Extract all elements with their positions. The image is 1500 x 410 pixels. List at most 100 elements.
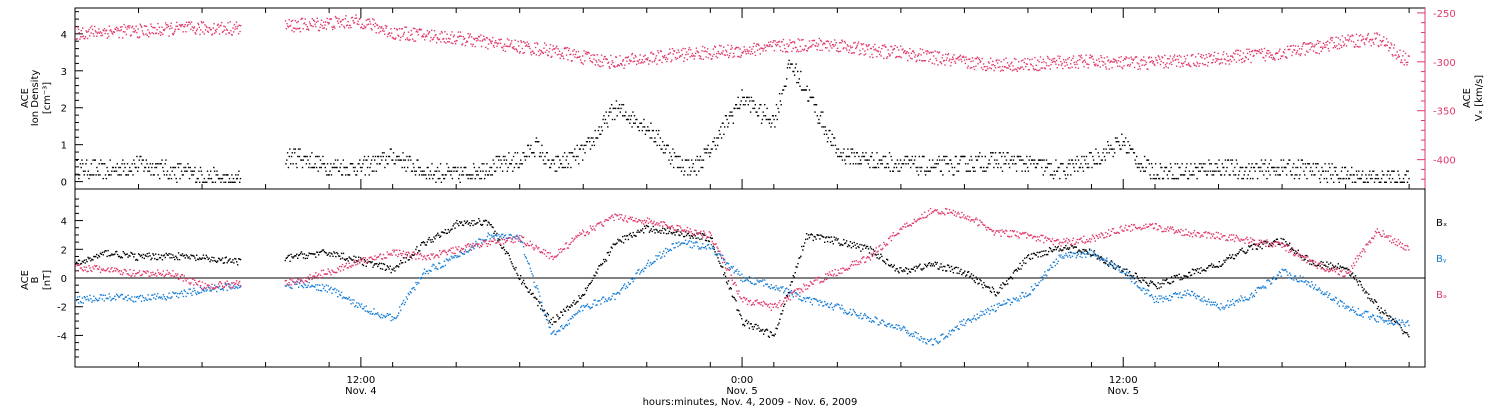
density-point bbox=[574, 159, 577, 161]
density-point bbox=[1248, 163, 1250, 165]
density-point bbox=[915, 166, 917, 169]
density-point bbox=[1160, 166, 1162, 169]
vx-point bbox=[310, 25, 313, 27]
bx-point bbox=[646, 225, 649, 227]
vx-point bbox=[1343, 45, 1345, 47]
density-point bbox=[565, 159, 567, 161]
bx-point bbox=[914, 270, 916, 272]
density-point bbox=[1395, 181, 1398, 183]
density-point bbox=[593, 144, 596, 147]
vx-point bbox=[1162, 62, 1165, 64]
vx-point bbox=[398, 28, 401, 30]
vx-point bbox=[556, 45, 558, 48]
vx-point bbox=[325, 28, 328, 30]
density-point bbox=[607, 126, 609, 128]
density-point bbox=[1148, 163, 1150, 165]
vx-point bbox=[1252, 55, 1254, 57]
vx-point bbox=[1142, 59, 1144, 62]
bx-point bbox=[397, 265, 399, 267]
vx-point bbox=[848, 49, 851, 51]
density-point bbox=[858, 155, 860, 158]
density-point bbox=[505, 159, 508, 161]
bx-point bbox=[961, 273, 963, 276]
vx-point bbox=[1064, 65, 1066, 67]
density-point bbox=[859, 163, 861, 165]
vx-point bbox=[1204, 58, 1206, 60]
bx-point bbox=[443, 232, 446, 234]
density-point bbox=[163, 174, 166, 176]
bx-point bbox=[1059, 248, 1061, 250]
bx-point bbox=[1166, 278, 1168, 280]
by-point bbox=[103, 300, 105, 302]
density-point bbox=[1077, 159, 1080, 161]
vx-point bbox=[1392, 55, 1394, 57]
bx-point bbox=[917, 266, 919, 268]
density-point bbox=[1389, 174, 1391, 176]
top-left-axis-title-line2: Ion Density bbox=[30, 70, 41, 127]
density-point bbox=[997, 163, 1000, 165]
density-point bbox=[1337, 177, 1340, 180]
vx-point bbox=[921, 60, 923, 62]
bx-point bbox=[203, 257, 205, 259]
density-point bbox=[651, 129, 654, 132]
vx-point bbox=[1242, 52, 1245, 54]
bx-point bbox=[345, 258, 347, 260]
bx-point bbox=[1181, 278, 1183, 281]
density-point bbox=[438, 170, 440, 172]
density-point bbox=[991, 152, 993, 154]
density-point bbox=[1265, 170, 1267, 172]
bx-point bbox=[558, 318, 560, 320]
density-point bbox=[371, 170, 373, 172]
vx-point bbox=[191, 26, 193, 28]
bx-point bbox=[822, 236, 824, 238]
vx-point bbox=[1290, 45, 1292, 47]
density-point bbox=[740, 100, 742, 102]
vx-point bbox=[657, 50, 659, 52]
vx-point bbox=[1294, 49, 1296, 52]
vx-point bbox=[946, 57, 948, 59]
density-point bbox=[477, 174, 479, 176]
bx-point bbox=[587, 284, 590, 287]
density-point bbox=[530, 144, 532, 147]
vx-point bbox=[1326, 44, 1328, 46]
bx-point bbox=[507, 252, 509, 254]
bx-point bbox=[561, 311, 563, 313]
vx-point bbox=[197, 22, 199, 25]
vx-point bbox=[1138, 63, 1140, 65]
density-point bbox=[662, 152, 665, 154]
density-point bbox=[78, 177, 80, 180]
bx-point bbox=[388, 268, 390, 270]
density-point bbox=[1333, 181, 1335, 183]
density-point bbox=[656, 144, 658, 147]
vx-point bbox=[681, 53, 684, 56]
bx-point bbox=[1383, 313, 1385, 315]
vx-point bbox=[292, 19, 294, 22]
vx-point bbox=[302, 28, 304, 30]
bx-point bbox=[457, 223, 459, 225]
bx-point bbox=[1217, 266, 1219, 268]
vx-point bbox=[585, 51, 587, 53]
vx-point bbox=[1227, 55, 1229, 57]
density-point bbox=[1174, 163, 1176, 165]
bx-point bbox=[101, 251, 104, 254]
density-point bbox=[1173, 177, 1176, 180]
density-point bbox=[443, 177, 446, 180]
vx-point bbox=[1344, 37, 1346, 39]
density-point bbox=[936, 159, 939, 161]
density-point bbox=[1150, 177, 1152, 180]
vx-point bbox=[330, 18, 332, 20]
vx-point bbox=[1101, 60, 1103, 62]
bx-point bbox=[480, 223, 482, 226]
vx-point bbox=[1052, 58, 1054, 60]
vx-point bbox=[1190, 55, 1193, 57]
density-point bbox=[201, 174, 203, 176]
density-point bbox=[1168, 170, 1170, 172]
bx-point bbox=[215, 260, 217, 263]
bx-point bbox=[754, 323, 756, 326]
bx-point bbox=[793, 276, 795, 278]
vx-point bbox=[957, 56, 959, 58]
density-point bbox=[168, 177, 170, 180]
bx-point bbox=[1047, 253, 1049, 256]
bx-point bbox=[764, 330, 766, 332]
density-point bbox=[1169, 170, 1171, 172]
